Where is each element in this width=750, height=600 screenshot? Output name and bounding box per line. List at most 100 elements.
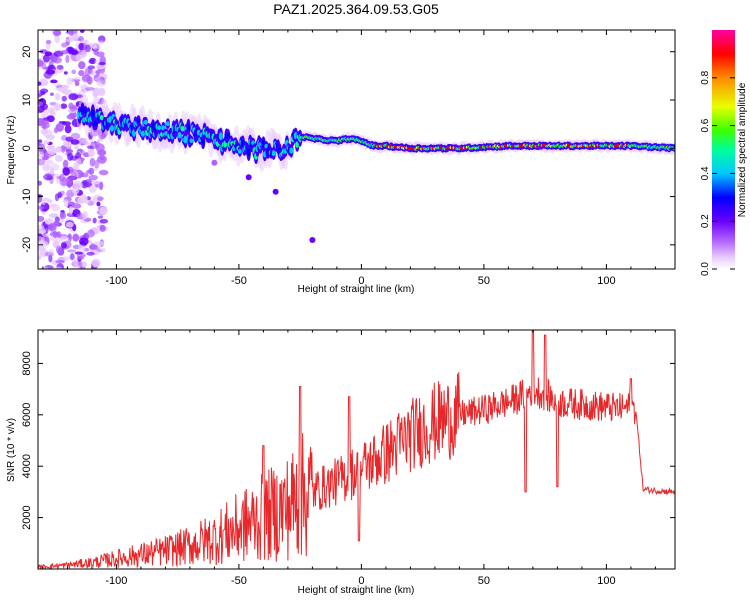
- spectrogram-speckle: [65, 54, 70, 64]
- spectrogram-speckle: [41, 197, 50, 202]
- spectrogram-speckle: [61, 95, 67, 102]
- colorbar-tick-label: 0.8: [700, 70, 711, 84]
- spectrogram-speckle: [64, 200, 69, 208]
- spectrogram-speckle: [78, 70, 85, 77]
- spectrogram-speckle: [65, 177, 73, 186]
- spectrogram-core: [109, 124, 114, 132]
- spectrogram-speckle: [69, 253, 75, 261]
- spectrogram-x-tick-label: 100: [597, 275, 615, 287]
- spectrogram-speckle: [38, 205, 45, 210]
- spectrogram-speckle: [51, 56, 62, 64]
- spectrogram-speckle: [81, 40, 88, 44]
- spectrogram-speckle: [54, 220, 60, 226]
- spectrogram-speckle: [100, 247, 106, 253]
- spectrogram-speckle: [92, 42, 98, 50]
- spectrogram-image: [38, 30, 675, 269]
- spectrogram-speckle: [72, 33, 80, 41]
- spectrogram-speckle: [38, 90, 42, 98]
- spectrogram-speckle: [90, 180, 100, 185]
- spectrogram-speckle: [97, 196, 104, 201]
- spectrogram-speckle: [85, 87, 96, 91]
- spectrogram-speckle: [45, 134, 55, 140]
- colorbar-tick-label: 0.6: [700, 118, 711, 132]
- spectrogram-speckle: [70, 171, 77, 180]
- spectrogram-speckle: [44, 251, 54, 257]
- spectrogram-speckle: [98, 169, 109, 176]
- spectrogram-y-tick-label: -20: [21, 237, 33, 253]
- spectrogram-speckle: [55, 259, 65, 264]
- snr-y-tick-label: 4000: [21, 454, 33, 478]
- spectrogram-y-ticks: -20 -10 0 10 20: [21, 46, 675, 253]
- spectrogram-core: [140, 130, 145, 137]
- spectrogram-speckle: [72, 233, 80, 242]
- spectrogram-speckle: [38, 118, 45, 126]
- spectrogram-speckle: [62, 159, 69, 169]
- spectrogram-blob: [245, 174, 252, 181]
- spectrogram-speckle: [88, 148, 95, 157]
- spectrogram-speckle: [69, 105, 77, 112]
- spectrogram-y-tick-label: 20: [21, 46, 33, 58]
- snr-series-line: [38, 330, 675, 569]
- spectrogram-speckle: [78, 42, 84, 51]
- spectrogram-core: [218, 132, 223, 141]
- spectrogram-speckle: [71, 203, 82, 209]
- spectrogram-speckle: [58, 173, 65, 183]
- spectrogram-speckle: [43, 140, 50, 145]
- spectrogram-speckle: [60, 242, 67, 249]
- spectrogram-speckle: [45, 39, 52, 45]
- spectrogram-speckle: [47, 147, 57, 155]
- spectrogram-speckle: [85, 44, 91, 53]
- spectrogram-speckle: [82, 210, 88, 220]
- snr-y-tick-label: 2000: [21, 505, 33, 529]
- spectrogram-speckle: [43, 173, 53, 181]
- spectrogram-speckle: [87, 145, 94, 149]
- spectrogram-core: [246, 149, 251, 157]
- spectrogram-speckle: [66, 212, 77, 218]
- spectrogram-speckle: [99, 40, 104, 44]
- snr-x-tick-label: 50: [478, 575, 490, 587]
- spectrogram-speckle: [49, 92, 54, 96]
- spectrogram-speckle: [42, 163, 51, 172]
- spectrogram-speckle: [59, 211, 65, 219]
- spectrogram-speckle: [52, 266, 62, 269]
- spectrogram-speckle: [77, 256, 84, 260]
- spectrogram-speckle: [53, 30, 62, 37]
- spectrogram-speckle: [56, 231, 62, 238]
- spectrogram-x-ticks: -100 -50 0 50 100: [42, 30, 656, 287]
- spectrogram-speckle: [81, 137, 89, 145]
- spectrogram-speckle: [87, 68, 93, 74]
- snr-x-tick-label: 100: [597, 575, 615, 587]
- spectrogram-speckle: [67, 152, 74, 161]
- spectrogram-speckle: [60, 144, 66, 153]
- spectrogram-speckle: [97, 215, 104, 219]
- spectrogram-speckle: [75, 158, 82, 167]
- colorbar-tick-label: 0.2: [700, 214, 711, 228]
- spectrogram-speckle: [45, 69, 56, 75]
- spectrogram-speckle: [95, 143, 105, 153]
- spectrogram-speckle: [89, 157, 96, 167]
- spectrogram-speckle: [38, 101, 44, 106]
- spectrogram-speckle: [98, 241, 105, 246]
- spectrogram-speckle: [53, 103, 62, 111]
- spectrogram-core: [157, 125, 162, 131]
- spectrogram-speckle: [40, 128, 49, 135]
- snr-y-tick-label: 8000: [21, 351, 33, 375]
- spectrogram-speckle: [84, 179, 93, 188]
- spectrogram-core: [90, 109, 95, 118]
- spectrogram-speckle: [96, 201, 101, 207]
- spectrogram-speckle: [49, 163, 60, 171]
- spectrogram-speckle: [99, 87, 106, 96]
- spectrogram-core: [201, 138, 206, 146]
- spectrogram-speckle: [38, 180, 43, 186]
- spectrogram-x-tick-label: -100: [105, 275, 127, 287]
- spectrogram-speckle: [54, 92, 61, 101]
- spectrogram-y-tick-label: -10: [21, 189, 33, 205]
- spectrogram-core: [271, 150, 276, 157]
- spectrogram-speckle: [65, 221, 74, 228]
- spectrogram-speckle: [99, 206, 108, 215]
- spectrogram-speckle: [89, 57, 97, 65]
- spectrogram-core: [180, 125, 185, 132]
- spectrogram-speckle: [88, 174, 98, 181]
